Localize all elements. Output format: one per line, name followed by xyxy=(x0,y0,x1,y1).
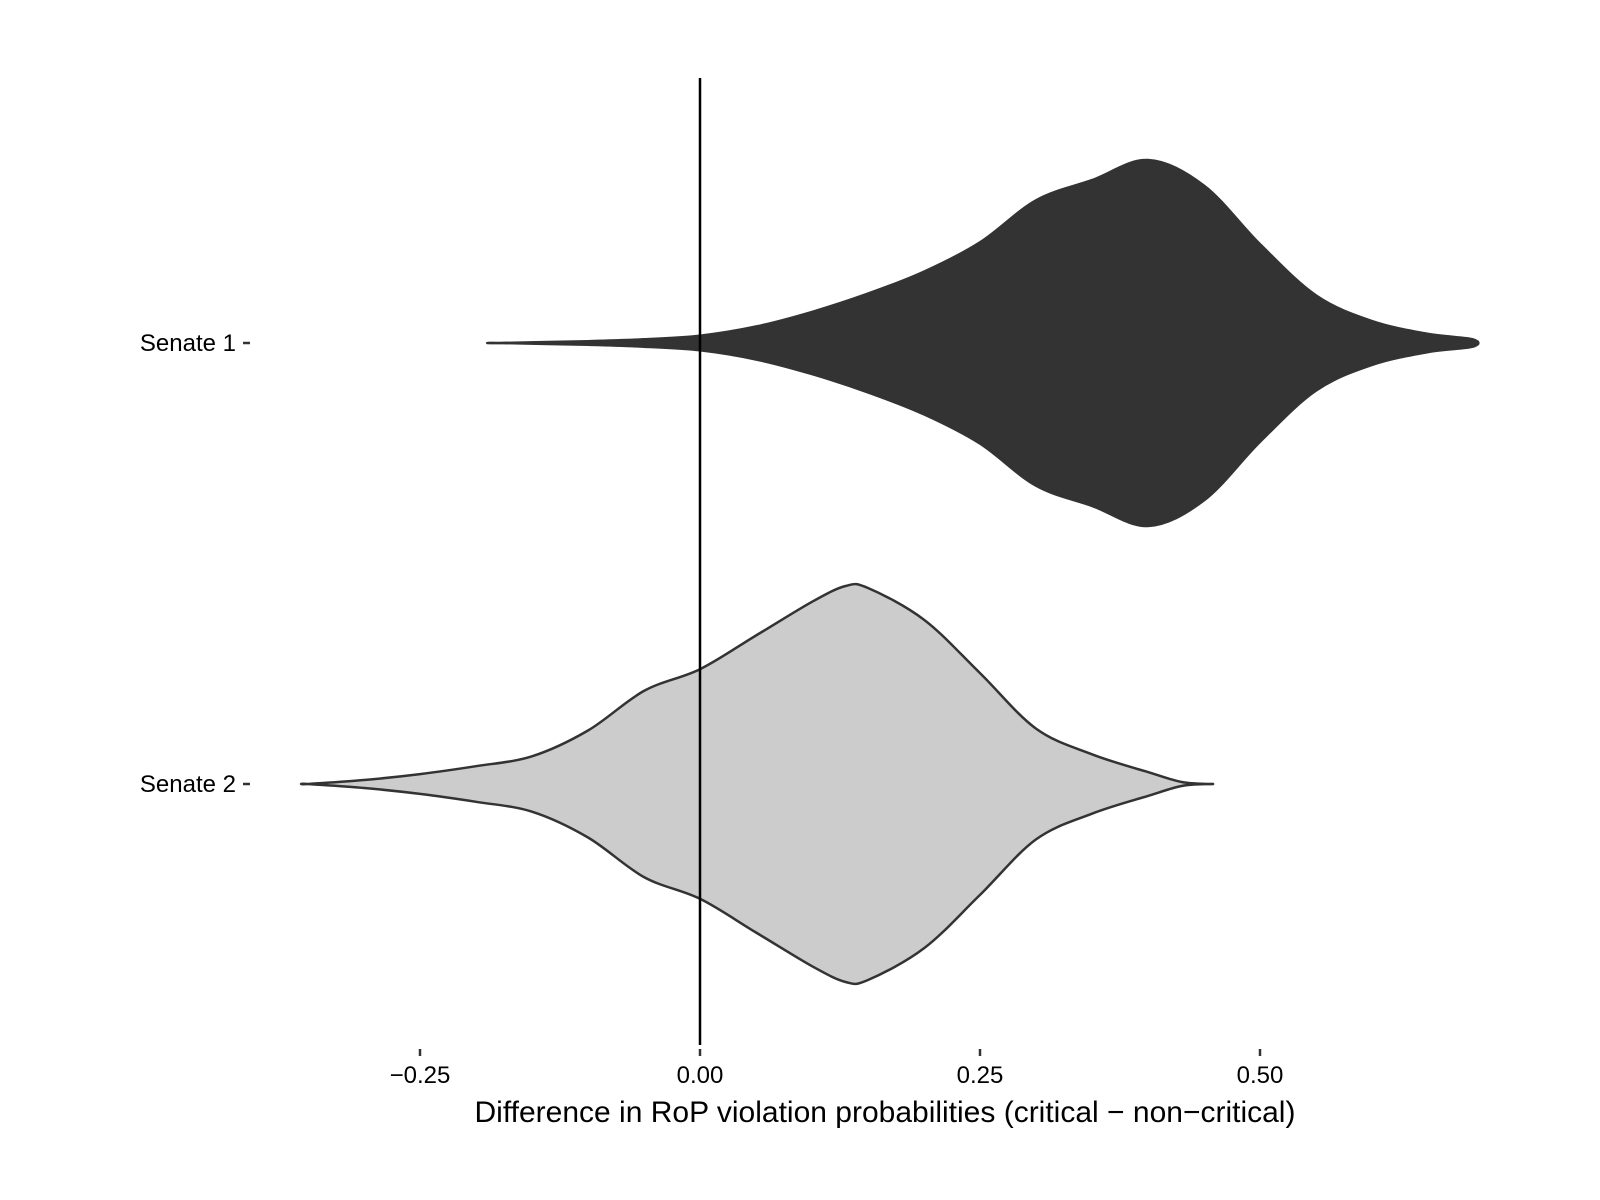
y-axis: Senate 1 Senate 2 xyxy=(140,330,250,798)
y-tick-label: Senate 1 xyxy=(140,330,236,357)
x-tick-label: 0.00 xyxy=(677,1062,724,1089)
violin-senate-1 xyxy=(485,158,1480,528)
x-tick-label: 0.50 xyxy=(1237,1062,1284,1089)
x-tick-label: 0.25 xyxy=(957,1062,1004,1089)
violin-senate-2 xyxy=(299,582,1215,986)
y-tick-label: Senate 2 xyxy=(140,771,236,798)
x-axis: −0.25 0.00 0.25 0.50 xyxy=(390,1049,1284,1089)
violins-layer xyxy=(299,158,1480,986)
x-tick-label: −0.25 xyxy=(390,1062,451,1089)
x-axis-title: Difference in RoP violation probabilitie… xyxy=(475,1096,1296,1129)
